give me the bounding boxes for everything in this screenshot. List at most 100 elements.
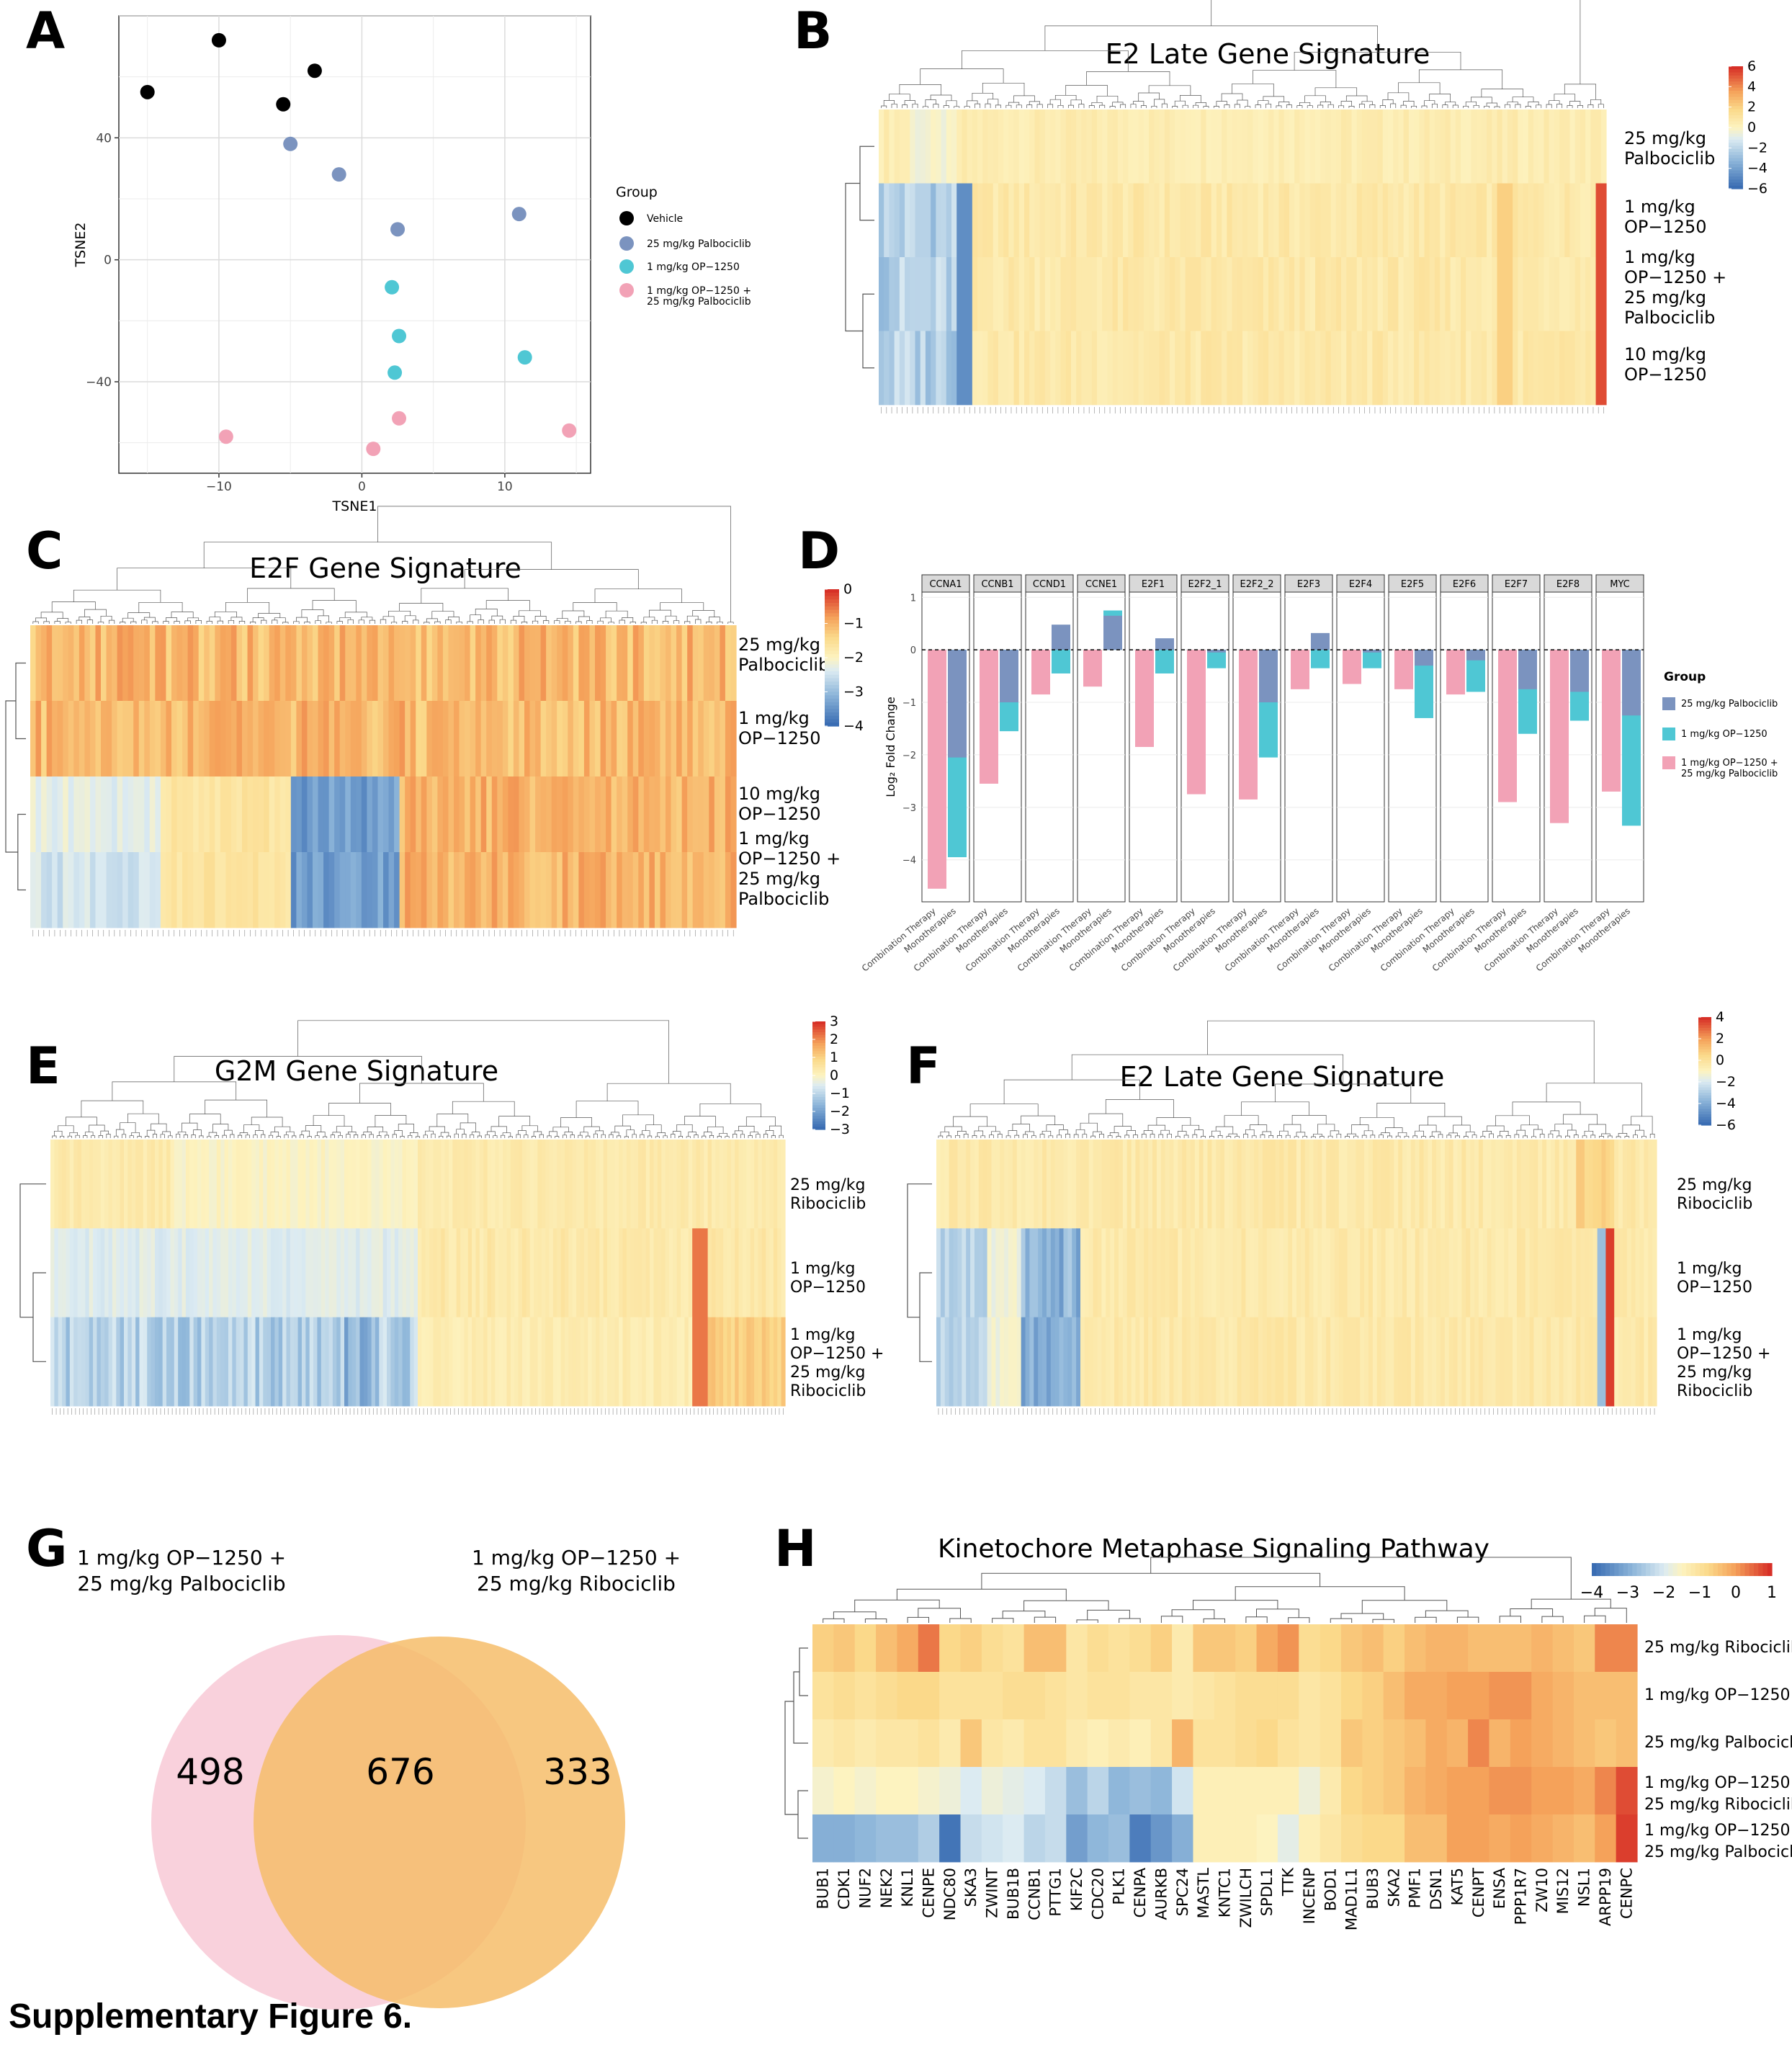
heatmap-cell [491,1228,496,1318]
heatmap-cell [1003,1719,1025,1768]
heatmap-cell [487,1317,492,1407]
color-scale-segment [1729,75,1743,79]
dendrogram-branch [498,1116,531,1127]
heatmap-cell [1018,109,1025,184]
heatmap-cell [1533,331,1539,406]
heatmap-cell [1381,1228,1386,1318]
heatmap-cell [1203,1317,1209,1407]
color-scale-segment [1729,185,1743,189]
heatmap-cell [89,625,97,702]
heatmap-cell [198,701,205,777]
facet-label: CCNE1 [1085,579,1117,590]
dendrogram-row [19,1183,46,1318]
heatmap-cell [681,1140,686,1229]
heatmap-cell [649,852,655,928]
heatmap-cell [1254,1317,1259,1407]
dendrogram-branch [399,603,444,612]
heatmap-cell [1108,1624,1130,1673]
heatmap-cell [1510,1767,1532,1815]
heatmap-cell [1564,183,1571,258]
heatmap-cell [470,625,476,702]
heatmap-cell [1419,331,1425,406]
heatmap-cell [854,1767,877,1815]
heatmap-cell [876,1814,898,1863]
row-label: 1 mg/kg OP−1250 [1677,1260,1752,1297]
heatmap-cell [318,625,324,702]
gene-label: MASTL [1195,1868,1212,1919]
heatmap-cell [228,1317,233,1407]
heatmap-cell [940,1140,946,1229]
dendrogram-branch [1345,1136,1350,1138]
heatmap-cell [1086,257,1093,331]
heatmap-cell [1631,1140,1636,1229]
heatmap-cell [957,1228,962,1318]
heatmap-cell [1224,1228,1229,1318]
heatmap-cell [884,257,890,331]
heatmap-cell [920,257,926,331]
gene-label: NUF2 [856,1868,874,1909]
heatmap-cell [626,1140,631,1229]
heatmap-cell [359,1317,364,1407]
heatmap-cell [960,1814,982,1863]
heatmap-cell [1513,109,1518,184]
heatmap-cell [1241,1228,1247,1318]
dendrogram-branch [902,104,908,108]
heatmap-cell [611,1317,616,1407]
heatmap-cell [313,1140,318,1229]
heatmap-cell [116,1317,121,1407]
dendrogram-branch [84,1132,94,1136]
heatmap-cell [452,1140,457,1229]
dendrogram-branch [1554,1124,1572,1131]
heatmap-cell [1487,1317,1492,1407]
heatmap-cell [998,257,1004,331]
dendrogram-branch [578,616,590,622]
row-label: 25 mg/kg Palbociclib [1644,1734,1792,1752]
bar-palbociclib [1622,650,1641,716]
heatmap-cell [603,1140,608,1229]
dendrogram-branch [938,1135,944,1138]
heatmap-cell [622,1140,627,1229]
color-scale-segment [812,1051,825,1055]
heatmap-cell [960,1767,982,1815]
heatmap-cell [1590,183,1597,258]
heatmap-cell [692,776,699,853]
heatmap-cell [1652,1317,1657,1407]
heatmap-cell [1362,1719,1384,1768]
heatmap-cell [1000,1228,1005,1318]
heatmap-cell [149,625,156,702]
color-scale-segment [1729,182,1743,187]
heatmap-cell [498,1228,503,1318]
heatmap-cell [1544,331,1550,406]
heatmap-cell [1232,183,1238,258]
heatmap-cell [1605,1317,1610,1407]
heatmap-cell [1018,257,1025,331]
dendrogram-branch [54,621,61,624]
heatmap-cell [1304,1228,1310,1318]
heatmap-cell [437,852,444,928]
heatmap-cell [1110,1317,1115,1407]
heatmap-cell [580,1228,585,1318]
scatter-point [562,423,577,438]
dendrogram-branch [1172,106,1178,108]
heatmap-cell [549,1140,554,1229]
dendrogram-branch [1313,1133,1322,1137]
heatmap-cell [35,776,42,853]
dendrogram-branch [881,105,887,108]
dendrogram-branch [1245,1616,1268,1623]
heatmap-cell [149,852,156,928]
bar-op1250 [1052,650,1070,673]
dendrogram-branch [1302,1135,1308,1138]
heatmap-cell [1585,331,1591,406]
heatmap-cell [1502,109,1508,184]
heatmap-cell [1081,109,1088,184]
heatmap-cell [394,625,400,702]
heatmap-cell [1644,1140,1649,1229]
heatmap-cell [1170,183,1175,258]
heatmap-cell [410,701,416,777]
heatmap-cell [967,257,973,331]
heatmap-cell [1207,1140,1212,1229]
heatmap-cell [240,1317,245,1407]
heatmap-cell [1159,109,1165,184]
heatmap-cell [529,1228,534,1318]
gene-label: KIF2C [1068,1868,1085,1911]
